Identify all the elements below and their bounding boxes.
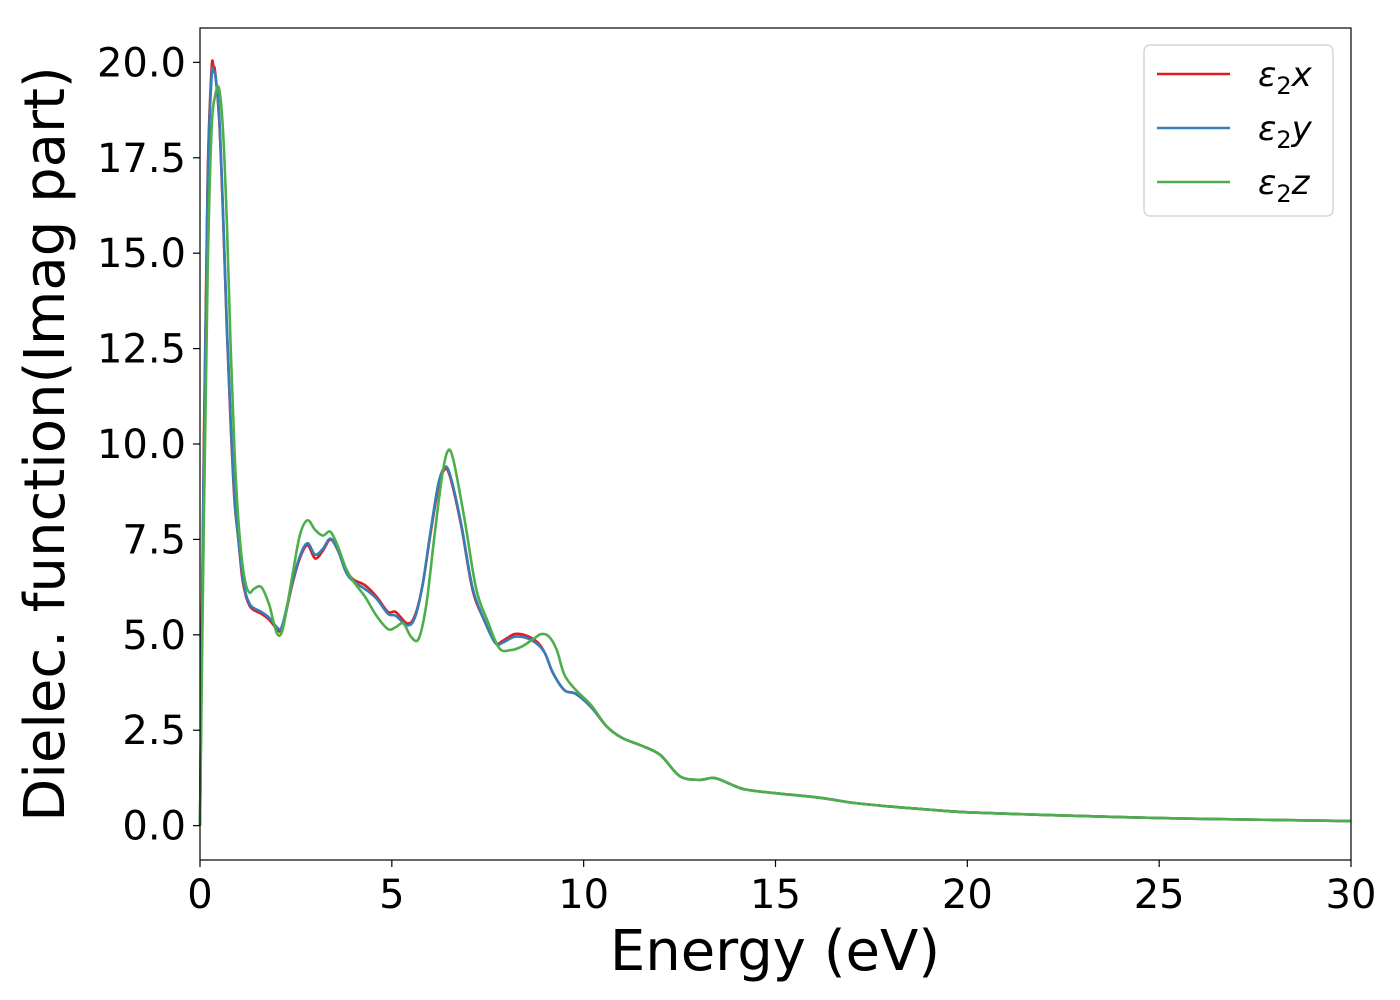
legend-label-z: ε2z xyxy=(1258,163,1311,208)
y-axis: 0.0 2.5 5.0 7.5 10.0 12.5 15.0 17.5 20.0 xyxy=(97,40,200,850)
x-tick-label: 15 xyxy=(750,872,801,918)
series-lines xyxy=(198,59,1352,826)
legend-box xyxy=(1143,44,1334,217)
x-tick-label: 0 xyxy=(187,872,212,918)
y-tick-label: 15.0 xyxy=(97,231,186,277)
legend-symbol: ε xyxy=(1258,55,1276,95)
legend-variable: x xyxy=(1291,55,1313,95)
x-tick-label: 20 xyxy=(942,872,993,918)
legend-subscript: 2 xyxy=(1276,126,1291,154)
y-axis-label: Dielec. function(Imag part) xyxy=(13,66,78,822)
y-tick-label: 20.0 xyxy=(97,40,186,86)
legend-subscript: 2 xyxy=(1276,180,1291,208)
legend-symbol: ε xyxy=(1258,109,1276,149)
legend-symbol: ε xyxy=(1258,163,1276,203)
y-tick-label: 2.5 xyxy=(122,708,186,754)
x-tick-label: 30 xyxy=(1326,872,1377,918)
x-tick-label: 25 xyxy=(1134,872,1185,918)
legend-variable: z xyxy=(1291,163,1311,203)
y-tick-label: 0.0 xyxy=(122,804,186,850)
y-tick-label: 17.5 xyxy=(97,136,186,182)
y-tick-label: 7.5 xyxy=(122,517,186,563)
legend-label-x: ε2x xyxy=(1258,55,1313,100)
y-tick-label: 12.5 xyxy=(97,327,186,373)
x-axis: 0 5 10 15 20 25 30 xyxy=(187,860,1376,918)
y-tick-label: 5.0 xyxy=(122,613,186,659)
x-tick-label: 5 xyxy=(379,872,404,918)
x-tick-label: 10 xyxy=(558,872,609,918)
legend-subscript: 2 xyxy=(1276,72,1291,100)
series-line-z xyxy=(198,85,1352,826)
legend-variable: y xyxy=(1291,109,1313,149)
legend-label-y: ε2y xyxy=(1258,109,1313,154)
y-tick-label: 10.0 xyxy=(97,422,186,468)
x-axis-label: Energy (eV) xyxy=(610,919,940,984)
